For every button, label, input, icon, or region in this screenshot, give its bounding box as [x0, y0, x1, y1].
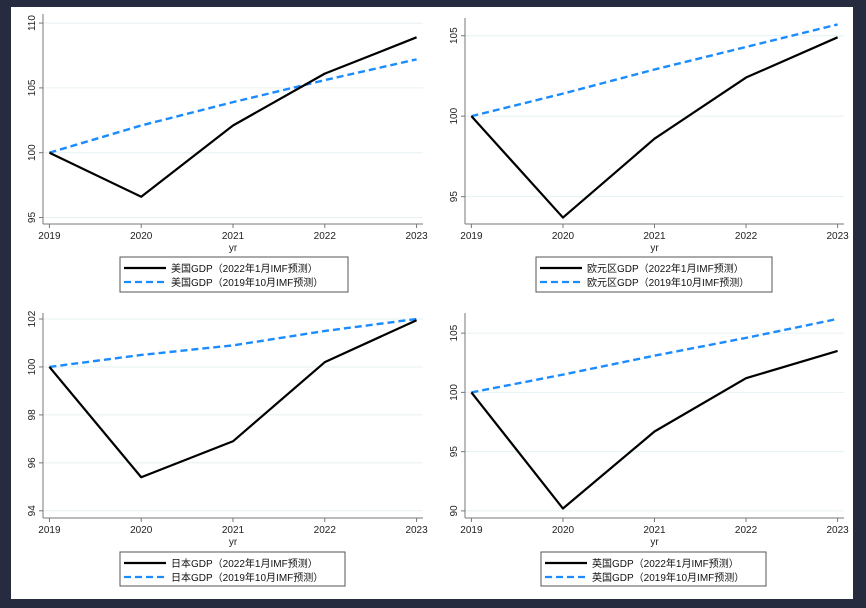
series-line-2022-forecast: [48, 36, 417, 198]
x-tick-label: 2021: [643, 525, 666, 536]
x-tick-label: 2019: [38, 231, 61, 242]
x-tick-label: 2022: [314, 525, 337, 536]
chart-panel-1: 95 100 105 110 2019 2020 2021 2022 2023 yr 美国GDP（2…: [27, 14, 428, 293]
x-tick-label: 2020: [552, 525, 575, 536]
x-tick-label: 2023: [405, 231, 428, 242]
y-tick-label: 105: [27, 79, 38, 96]
legend-label: 英国GDP（2019年10月IMF预测）: [592, 571, 744, 584]
x-tick-label: 2021: [222, 231, 245, 242]
x-axis-label: yr: [229, 243, 238, 254]
y-tick-label: 100: [449, 384, 460, 401]
x-tick-label: 2021: [222, 525, 245, 536]
series-line-2019-forecast: [471, 23, 838, 118]
y-tick-label: 95: [27, 212, 38, 224]
figure-sheet: [11, 7, 853, 599]
y-tick-label: 100: [27, 358, 38, 375]
series-line-2022-forecast: [470, 36, 839, 219]
y-tick-label: 102: [27, 310, 38, 327]
x-axis-label: yr: [229, 537, 238, 548]
legend-box: [119, 256, 349, 293]
x-tick-label: 2019: [38, 525, 61, 536]
legend-box: [540, 551, 767, 587]
x-tick-label: 2022: [735, 525, 758, 536]
y-tick-label: 100: [449, 107, 460, 124]
y-tick-label: 100: [27, 144, 38, 161]
x-tick-label: 2020: [130, 525, 153, 536]
y-tick-label: 110: [27, 15, 38, 31]
chart-panel-2: 95 100 105 2019 2020 2021 2022 2023 yr 欧元区GDP（202…: [449, 18, 849, 293]
y-tick-label: 96: [27, 457, 38, 469]
y-tick-label: 90: [449, 505, 460, 517]
legend-label: 美国GDP（2022年1月IMF预测）: [171, 262, 318, 275]
series-line-2022-forecast: [470, 349, 838, 510]
x-tick-label: 2023: [405, 525, 428, 536]
legend: 日本GDP（2022年1月IMF预测）日本GDP（2019年10月IMF预测）: [119, 551, 346, 587]
legend: 欧元区GDP（2022年1月IMF预测）欧元区GDP（2019年10月IMF预测…: [535, 256, 773, 293]
legend: 美国GDP（2022年1月IMF预测）美国GDP（2019年10月IMF预测）: [119, 256, 349, 293]
x-tick-label: 2023: [826, 231, 849, 242]
series-line-2022-forecast: [48, 319, 418, 479]
series-line-2019-forecast: [49, 317, 417, 369]
y-tick-label: 94: [27, 505, 38, 517]
legend-label: 欧元区GDP（2019年10月IMF预测）: [587, 276, 749, 289]
legend-label: 欧元区GDP（2022年1月IMF预测）: [587, 262, 744, 275]
series-line-2019-forecast: [471, 317, 838, 394]
legend: 英国GDP（2022年1月IMF预测）英国GDP（2019年10月IMF预测）: [540, 551, 767, 587]
x-tick-label: 2019: [460, 525, 483, 536]
legend-label: 美国GDP（2019年10月IMF预测）: [171, 276, 323, 289]
x-axis-label: yr: [650, 243, 659, 254]
x-tick-label: 2020: [130, 231, 153, 242]
y-tick-label: 105: [449, 324, 460, 341]
y-tick-label: 95: [449, 191, 460, 203]
x-tick-label: 2022: [735, 231, 758, 242]
legend-label: 日本GDP（2022年1月IMF预测）: [171, 557, 318, 570]
x-tick-label: 2020: [552, 231, 575, 242]
chart-panel-4: 90 95 100 105 2019 2020 2021 2022 2023 yr 英国GDP（20…: [449, 313, 849, 587]
x-tick-label: 2023: [826, 525, 849, 536]
legend-box: [119, 551, 346, 587]
y-tick-label: 95: [449, 446, 460, 458]
y-tick-label: 98: [27, 409, 38, 421]
x-tick-label: 2021: [643, 231, 666, 242]
x-axis-label: yr: [650, 537, 659, 548]
legend-label: 英国GDP（2022年1月IMF预测）: [592, 557, 739, 570]
x-tick-label: 2022: [314, 231, 337, 242]
series-line-2019-forecast: [49, 58, 417, 154]
legend-label: 日本GDP（2019年10月IMF预测）: [171, 571, 323, 584]
legend-box: [535, 256, 773, 293]
y-tick-label: 105: [449, 27, 460, 44]
chart-panel-3: 94 96 98 100 102 2019 2020 2021 2022 2023 yr 日本GDP（…: [27, 310, 428, 587]
x-tick-label: 2019: [460, 231, 483, 242]
